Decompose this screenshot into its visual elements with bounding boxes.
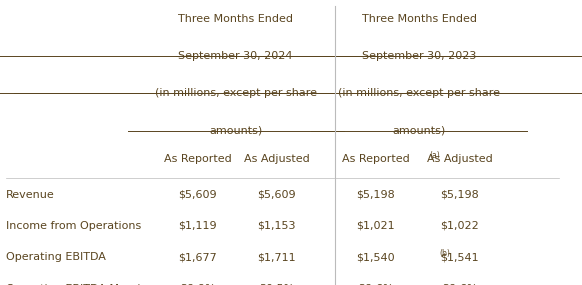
Text: (in millions, except per share: (in millions, except per share [155, 88, 317, 98]
Text: $1,711: $1,711 [257, 252, 296, 262]
Text: $1,021: $1,021 [356, 221, 395, 231]
Text: $1,153: $1,153 [257, 221, 296, 231]
Text: 29.6%: 29.6% [442, 284, 477, 285]
Text: Operating EBITDA Margin: Operating EBITDA Margin [6, 284, 147, 285]
Text: Revenue: Revenue [6, 190, 55, 199]
Text: $5,609: $5,609 [257, 190, 296, 199]
Text: Operating EBITDA: Operating EBITDA [6, 252, 106, 262]
Text: Three Months Ended: Three Months Ended [361, 14, 477, 24]
Text: $5,198: $5,198 [356, 190, 395, 199]
Text: September 30, 2024: September 30, 2024 [179, 51, 293, 61]
Text: 29.6%: 29.6% [358, 284, 393, 285]
Text: $5,198: $5,198 [441, 190, 479, 199]
Text: $5,609: $5,609 [179, 190, 217, 199]
Text: amounts): amounts) [392, 125, 446, 135]
Text: (a): (a) [430, 151, 441, 160]
Text: amounts): amounts) [209, 125, 262, 135]
Text: September 30, 2023: September 30, 2023 [362, 51, 476, 61]
Text: 29.9%: 29.9% [180, 284, 216, 285]
Text: As Adjusted: As Adjusted [427, 154, 492, 164]
Text: $1,677: $1,677 [179, 252, 217, 262]
Text: $1,540: $1,540 [356, 252, 395, 262]
Text: $1,022: $1,022 [441, 221, 479, 231]
Text: $1,541: $1,541 [441, 252, 479, 262]
Text: As Adjusted: As Adjusted [244, 154, 309, 164]
Text: Income from Operations: Income from Operations [6, 221, 141, 231]
Text: As Reported: As Reported [342, 154, 409, 164]
Text: As Reported: As Reported [164, 154, 232, 164]
Text: Three Months Ended: Three Months Ended [178, 14, 293, 24]
Text: (b): (b) [439, 249, 450, 258]
Text: (in millions, except per share: (in millions, except per share [338, 88, 500, 98]
Text: $1,119: $1,119 [179, 221, 217, 231]
Text: 30.5%: 30.5% [259, 284, 294, 285]
